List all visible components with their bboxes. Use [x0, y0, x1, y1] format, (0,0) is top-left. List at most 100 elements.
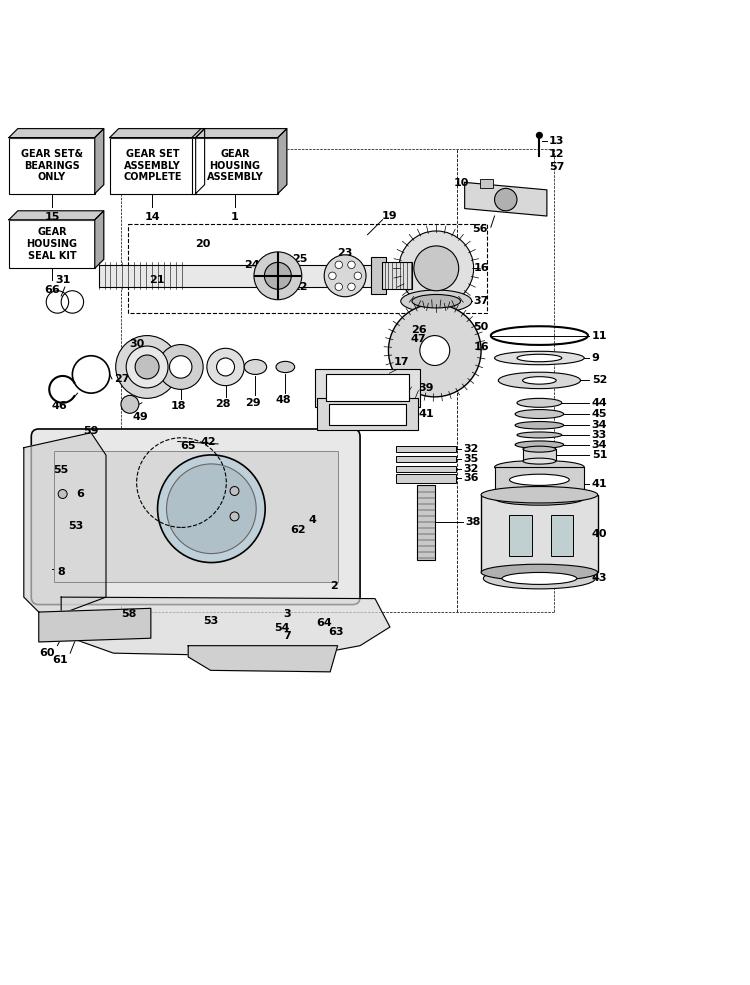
Circle shape — [158, 455, 266, 562]
Text: 31: 31 — [55, 275, 70, 285]
Text: 20: 20 — [196, 239, 211, 249]
Text: GEAR
HOUSING
SEAL KIT: GEAR HOUSING SEAL KIT — [26, 228, 77, 261]
Ellipse shape — [494, 460, 584, 474]
Bar — [481, 494, 598, 572]
Polygon shape — [94, 129, 104, 194]
Ellipse shape — [276, 361, 295, 372]
Bar — [396, 466, 456, 472]
Text: 55: 55 — [53, 465, 69, 475]
Bar — [192, 138, 278, 194]
Text: 39: 39 — [419, 383, 434, 393]
Ellipse shape — [498, 372, 580, 389]
Text: 35: 35 — [464, 454, 478, 464]
Polygon shape — [196, 129, 205, 194]
Circle shape — [116, 336, 178, 398]
Text: 64: 64 — [316, 618, 332, 627]
Ellipse shape — [515, 422, 564, 429]
Bar — [371, 257, 386, 295]
Polygon shape — [110, 129, 205, 138]
Text: 46: 46 — [52, 401, 68, 412]
Text: 10: 10 — [454, 178, 470, 188]
Bar — [550, 515, 573, 556]
Circle shape — [230, 512, 239, 521]
Bar — [328, 404, 406, 425]
Text: 33: 33 — [592, 430, 607, 440]
Text: 1: 1 — [231, 212, 238, 222]
Text: 22: 22 — [292, 282, 308, 292]
Polygon shape — [465, 182, 547, 216]
Text: 15: 15 — [44, 212, 60, 222]
Text: 47: 47 — [411, 334, 427, 344]
Text: 26: 26 — [411, 325, 427, 335]
Text: 36: 36 — [464, 474, 478, 484]
Text: 4: 4 — [308, 515, 316, 525]
Text: 9: 9 — [592, 353, 599, 363]
Text: 24: 24 — [244, 260, 260, 270]
Polygon shape — [94, 211, 104, 268]
Text: 19: 19 — [382, 211, 398, 221]
Ellipse shape — [244, 360, 267, 374]
Text: 30: 30 — [130, 339, 145, 349]
Text: 25: 25 — [292, 254, 308, 264]
Text: 37: 37 — [474, 296, 489, 306]
Circle shape — [420, 336, 450, 365]
Text: 66: 66 — [44, 285, 60, 295]
Text: 3: 3 — [283, 609, 291, 619]
Text: 45: 45 — [592, 409, 608, 419]
Text: 42: 42 — [200, 436, 216, 446]
Bar — [396, 456, 456, 462]
Circle shape — [399, 230, 474, 305]
Text: 34: 34 — [592, 439, 608, 450]
Text: 38: 38 — [466, 517, 481, 527]
Text: 28: 28 — [215, 399, 231, 409]
Polygon shape — [278, 129, 286, 194]
Bar — [396, 446, 456, 452]
Text: 6: 6 — [248, 486, 256, 496]
Text: 62: 62 — [290, 525, 305, 535]
Bar — [9, 138, 94, 194]
Text: 34: 34 — [592, 421, 608, 430]
Circle shape — [494, 188, 517, 211]
Text: 16: 16 — [474, 263, 489, 273]
Polygon shape — [188, 646, 338, 672]
Text: 6: 6 — [248, 511, 256, 521]
Text: 44: 44 — [592, 398, 608, 408]
Text: 11: 11 — [592, 331, 608, 341]
Circle shape — [58, 490, 68, 498]
Bar — [479, 178, 493, 187]
Ellipse shape — [517, 355, 562, 361]
Circle shape — [348, 283, 355, 291]
Ellipse shape — [523, 446, 556, 452]
Ellipse shape — [517, 398, 562, 408]
Text: 41: 41 — [592, 479, 608, 489]
Circle shape — [536, 132, 542, 138]
Bar — [494, 467, 584, 498]
Text: 7: 7 — [283, 631, 291, 641]
Ellipse shape — [412, 295, 460, 308]
Polygon shape — [39, 609, 151, 642]
Text: 16: 16 — [474, 342, 489, 352]
Text: 61: 61 — [53, 655, 68, 666]
Text: 53: 53 — [203, 616, 218, 626]
Circle shape — [335, 261, 343, 269]
Text: 65: 65 — [181, 441, 196, 451]
Ellipse shape — [515, 410, 564, 419]
Ellipse shape — [494, 352, 584, 364]
Bar — [326, 374, 409, 401]
Text: 41: 41 — [419, 409, 434, 419]
Circle shape — [207, 349, 245, 386]
Ellipse shape — [523, 458, 556, 464]
Text: 56: 56 — [472, 225, 488, 234]
Text: 49: 49 — [132, 412, 148, 422]
Circle shape — [135, 355, 159, 379]
Text: 32: 32 — [464, 464, 478, 474]
Text: 23: 23 — [338, 248, 352, 258]
Text: 2: 2 — [330, 581, 338, 591]
Bar — [316, 398, 419, 430]
Circle shape — [388, 304, 481, 397]
Text: 6: 6 — [76, 489, 84, 499]
Circle shape — [328, 272, 336, 280]
Text: 8: 8 — [57, 566, 65, 576]
Ellipse shape — [517, 432, 562, 438]
Text: 43: 43 — [592, 573, 608, 583]
